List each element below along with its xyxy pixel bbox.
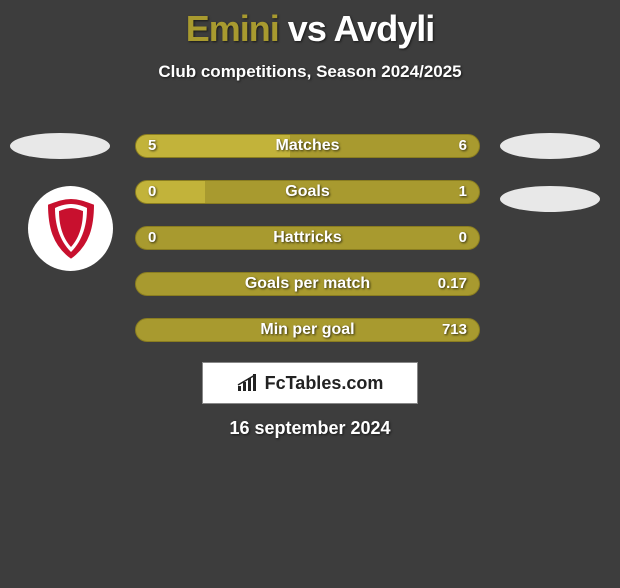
subtitle: Club competitions, Season 2024/2025 [0,62,620,82]
stat-row-mpg: Min per goal 713 [135,318,480,342]
vs-text: vs [288,8,326,49]
stat-value-right: 713 [442,319,467,341]
page-title: Emini vs Avdyli [0,8,620,50]
stat-label: Goals [136,181,479,203]
stat-label: Goals per match [136,273,479,295]
club-logo-right-1 [500,133,600,159]
stat-value-right: 1 [459,181,467,203]
stat-row-hattricks: 0 Hattricks 0 [135,226,480,250]
stat-row-gpm: Goals per match 0.17 [135,272,480,296]
player1-name: Emini [186,8,279,49]
stat-label: Min per goal [136,319,479,341]
stat-label: Hattricks [136,227,479,249]
stat-row-goals: 0 Goals 1 [135,180,480,204]
bar-chart-icon [237,374,259,392]
club-logo-right-2 [500,186,600,212]
shield-icon [43,196,99,262]
club-logo-left-1 [10,133,110,159]
brand-label: FcTables.com [265,373,384,394]
stat-value-right: 0.17 [438,273,467,295]
stat-value-right: 0 [459,227,467,249]
club-logo-left-2 [28,186,113,271]
stat-bars: 5 Matches 6 0 Goals 1 0 Hattricks 0 Goal… [135,134,480,364]
player2-name: Avdyli [334,8,435,49]
stat-label: Matches [136,135,479,157]
date-text: 16 september 2024 [0,418,620,439]
brand-box: FcTables.com [202,362,418,404]
stat-value-right: 6 [459,135,467,157]
stat-row-matches: 5 Matches 6 [135,134,480,158]
